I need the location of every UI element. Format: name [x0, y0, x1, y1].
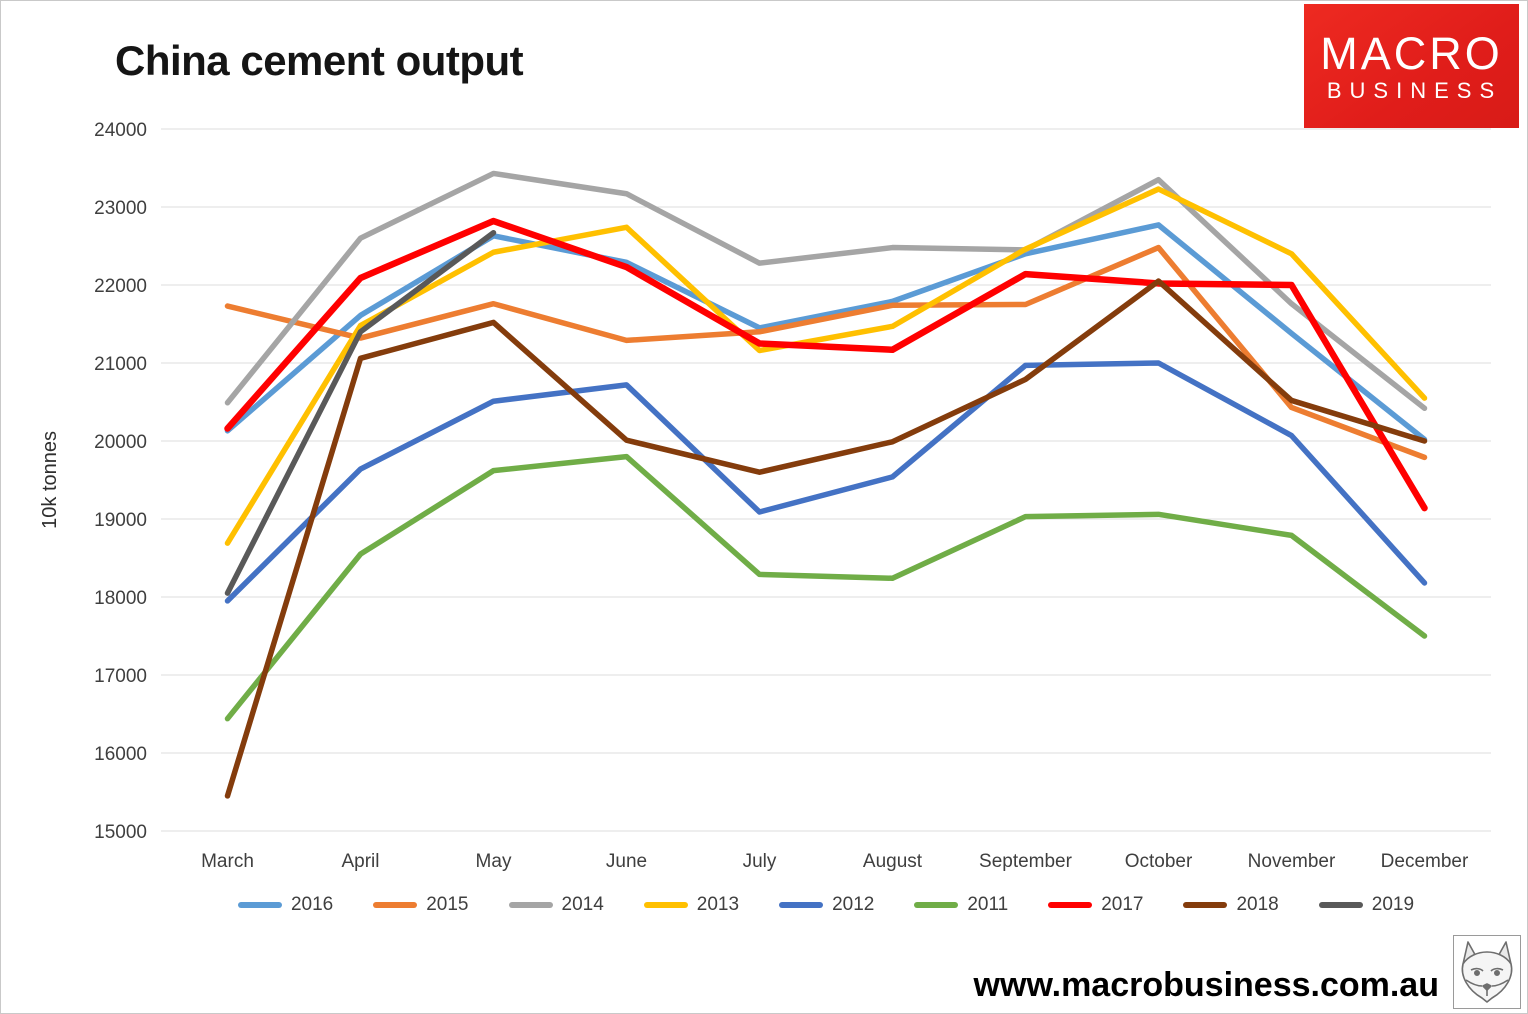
x-tick-label: September — [979, 851, 1073, 872]
legend-item-2017: 2017 — [1048, 894, 1143, 916]
legend-label: 2017 — [1101, 894, 1144, 915]
y-tick-label: 23000 — [94, 198, 147, 219]
x-tick-label: June — [606, 851, 647, 872]
legend-item-2011: 2011 — [914, 894, 1008, 916]
series-line-2018 — [224, 278, 1428, 799]
chart-title: China cement output — [115, 37, 524, 84]
legend-item-2012: 2012 — [779, 894, 874, 916]
x-tick-label: November — [1248, 851, 1336, 872]
series-line-2017 — [224, 217, 1428, 512]
legend-label: 2019 — [1371, 894, 1415, 915]
y-tick-label: 20000 — [94, 432, 147, 453]
legend-label: 2013 — [696, 894, 740, 915]
legend-item-2013: 2013 — [643, 894, 740, 916]
y-tick-label: 19000 — [94, 510, 147, 531]
x-tick-label: May — [476, 851, 512, 872]
legend-label: 2014 — [561, 894, 604, 915]
legend-label: 2016 — [290, 894, 334, 915]
y-tick-label: 18000 — [94, 588, 147, 609]
legend-swatch-2013 — [643, 902, 688, 908]
x-tick-label: July — [743, 851, 777, 872]
y-tick-label: 21000 — [94, 354, 147, 375]
legend-item-2019: 2019 — [1318, 894, 1415, 916]
series-line-2012 — [224, 360, 1428, 604]
y-tick-label: 22000 — [94, 276, 147, 297]
x-tick-label: August — [863, 851, 923, 872]
x-tick-label: April — [341, 851, 379, 872]
legend-label: 2012 — [832, 894, 875, 915]
legend-swatch-2017 — [1048, 902, 1093, 908]
legend-item-2018: 2018 — [1183, 894, 1279, 916]
legend-swatch-2012 — [779, 902, 824, 908]
series-line-2011 — [224, 453, 1428, 722]
legend-swatch-2019 — [1318, 902, 1363, 908]
legend-swatch-2014 — [508, 902, 553, 908]
legend-item-2016: 2016 — [237, 894, 334, 916]
logo-text-business: BUSINESS — [1326, 77, 1503, 103]
y-tick-label: 17000 — [94, 666, 147, 687]
legend-swatch-2011 — [914, 902, 959, 908]
legend-label: 2015 — [426, 894, 469, 915]
fox-logo-box — [1453, 935, 1521, 1009]
series-line-2014 — [224, 170, 1428, 411]
macrobusiness-logo: MACRO BUSINESS — [1304, 4, 1519, 128]
legend-label: 2011 — [967, 894, 1009, 915]
y-tick-label: 16000 — [94, 744, 147, 765]
legend-swatch-2015 — [373, 902, 418, 908]
series-line-2013 — [224, 186, 1428, 546]
series-line-2016 — [224, 222, 1428, 443]
legend-item-2014: 2014 — [508, 894, 604, 916]
series-line-2019 — [224, 229, 497, 596]
legend-item-2015: 2015 — [373, 894, 469, 916]
series-line-2015 — [224, 244, 1428, 461]
y-tick-label: 24000 — [94, 120, 147, 141]
legend-swatch-2016 — [237, 902, 282, 908]
legend-swatch-2018 — [1183, 902, 1228, 908]
y-tick-label: 15000 — [94, 822, 147, 843]
website-url: www.macrobusiness.com.au — [973, 966, 1439, 1004]
x-tick-label: March — [201, 851, 254, 872]
chart-legend: 2016 2015 2014 2013 2012 2011 2017 2018 2019 — [161, 894, 1491, 916]
logo-text-macro: MACRO — [1320, 27, 1503, 79]
legend-label: 2018 — [1236, 894, 1279, 915]
fox-sketch-icon — [1461, 941, 1513, 1003]
x-tick-label: October — [1125, 851, 1193, 872]
x-tick-label: December — [1381, 851, 1469, 872]
